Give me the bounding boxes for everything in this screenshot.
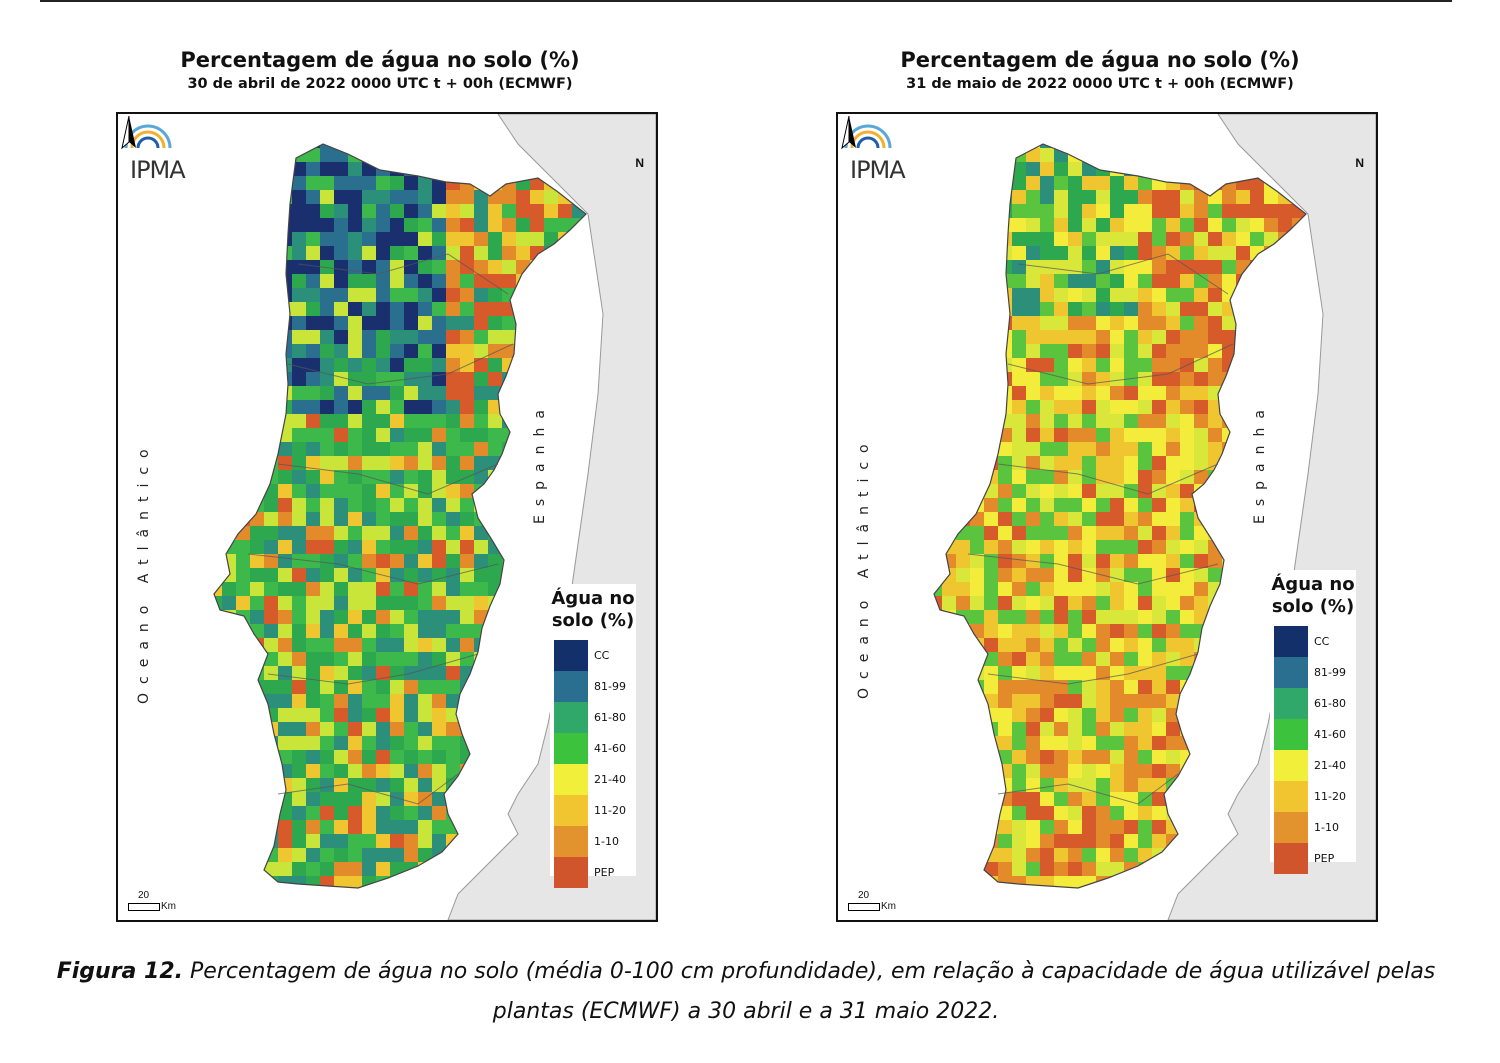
legend-swatch: [554, 764, 588, 795]
legend-item: 1-10: [1274, 812, 1354, 843]
top-rule: [40, 0, 1452, 2]
scale-value: 20: [138, 890, 150, 901]
legend-item: 41-60: [1274, 719, 1354, 750]
legend-item: 81-99: [554, 671, 634, 702]
district-boundary: [997, 773, 1179, 805]
district-boundary: [277, 773, 459, 805]
legend-item: PEP: [554, 857, 634, 888]
scale-bar-graphic: [128, 903, 160, 911]
legend-item: 21-40: [1274, 750, 1354, 781]
scale-unit: Km: [161, 901, 176, 912]
legend: Água no solo (%) CC 81-99 61-80 41-60 21-40 11…: [550, 584, 636, 888]
legend-label: 81-99: [1314, 666, 1346, 679]
panel-title: Percentagem de água no solo (%): [180, 48, 580, 72]
legend-swatch: [554, 826, 588, 857]
legend-label: 11-20: [1314, 790, 1346, 803]
legend-swatch: [1274, 626, 1308, 657]
legend-label: PEP: [1314, 852, 1335, 865]
soil-water-map: [933, 114, 1376, 920]
legend-label: 41-60: [594, 742, 626, 755]
legend-swatch: [1274, 843, 1308, 874]
district-boundary: [287, 343, 514, 385]
legend-item: 41-60: [554, 733, 634, 764]
legend-label: PEP: [594, 866, 615, 879]
legend-label: 1-10: [1314, 821, 1339, 834]
caption-label: Figura 12.: [56, 959, 184, 984]
scale-value: 20: [858, 890, 870, 901]
district-boundary: [987, 653, 1199, 685]
north-arrow-icon: [841, 115, 856, 150]
district-boundary: [277, 463, 499, 495]
legend: Água no solo (%) CC 81-99 61-80 41-60 21-40 11…: [1270, 570, 1356, 874]
legend-label: 81-99: [594, 680, 626, 693]
legend-label: 21-40: [1314, 759, 1346, 772]
legend-title: Água no solo (%): [1271, 574, 1355, 617]
district-boundary: [1017, 253, 1229, 295]
legend-swatch: [554, 733, 588, 764]
legend-swatch: [1274, 781, 1308, 812]
legend-item: 1-10: [554, 826, 634, 857]
caption-text: Percentagem de água no solo (média 0-100…: [183, 959, 1436, 1024]
district-boundary: [997, 463, 1219, 495]
legend-label: CC: [1314, 635, 1330, 648]
map-frame: IPMA N Oceano Atlântico Espanha Água no s…: [836, 112, 1378, 922]
district-boundary: [1007, 343, 1234, 385]
legend-item: 11-20: [1274, 781, 1354, 812]
legend-swatch: [1274, 688, 1308, 719]
legend-item: CC: [1274, 626, 1354, 657]
legend-item: 81-99: [1274, 657, 1354, 688]
legend-item: PEP: [1274, 843, 1354, 874]
legend-label: 1-10: [594, 835, 619, 848]
map-panel-may: Percentagem de água no solo (%) 31 de ma…: [820, 40, 1380, 930]
legend-swatch: [554, 857, 588, 888]
soil-water-map: [213, 114, 656, 920]
panel-subtitle: 30 de abril de 2022 0000 UTC t + 00h (EC…: [187, 76, 573, 92]
figure-caption: Figura 12. Percentagem de água no solo (…: [40, 952, 1452, 1032]
legend-swatch: [1274, 812, 1308, 843]
scale-bar-graphic: [848, 903, 880, 911]
legend-item: 11-20: [554, 795, 634, 826]
legend-label: CC: [594, 649, 610, 662]
ocean-label: Oceano Atlântico: [136, 440, 152, 704]
north-label: N: [1355, 156, 1364, 170]
legend-swatch: [554, 671, 588, 702]
ipma-logo-text: IPMA: [850, 156, 906, 184]
portugal-outline: [213, 143, 587, 889]
legend-label: 11-20: [594, 804, 626, 817]
district-boundary: [267, 653, 479, 685]
legend-swatch: [1274, 750, 1308, 781]
legend-item: 61-80: [554, 702, 634, 733]
north-label: N: [635, 156, 644, 170]
map-panel-april: Percentagem de água no solo (%) 30 de ab…: [100, 40, 660, 930]
legend-swatch: [554, 795, 588, 826]
legend-label: 21-40: [594, 773, 626, 786]
legend-label: 61-80: [594, 711, 626, 724]
portugal-outline: [933, 143, 1307, 889]
ocean-label: Oceano Atlântico: [856, 435, 872, 699]
legend-title: Água no solo (%): [551, 588, 635, 631]
ipma-logo-text: IPMA: [130, 156, 186, 184]
map-frame: IPMA N Oceano Atlântico Espanha Água no s…: [116, 112, 658, 922]
spain-label: Espanha: [1252, 401, 1268, 524]
legend-label: 61-80: [1314, 697, 1346, 710]
spain-label: Espanha: [532, 401, 548, 524]
legend-swatch: [554, 702, 588, 733]
legend-item: 21-40: [554, 764, 634, 795]
legend-label: 41-60: [1314, 728, 1346, 741]
district-boundary: [967, 553, 1219, 585]
legend-item: 61-80: [1274, 688, 1354, 719]
scale-unit: Km: [881, 901, 896, 912]
panel-title: Percentagem de água no solo (%): [900, 48, 1300, 72]
panel-subtitle: 31 de maio de 2022 0000 UTC t + 00h (ECM…: [906, 76, 1294, 92]
legend-item: CC: [554, 640, 634, 671]
legend-swatch: [1274, 719, 1308, 750]
scale-bar: 20 Km: [128, 890, 198, 914]
north-arrow-icon: [121, 115, 136, 150]
legend-swatch: [1274, 657, 1308, 688]
scale-bar: 20 Km: [848, 890, 918, 914]
district-boundary: [247, 553, 499, 585]
district-boundary: [297, 253, 509, 295]
legend-swatch: [554, 640, 588, 671]
